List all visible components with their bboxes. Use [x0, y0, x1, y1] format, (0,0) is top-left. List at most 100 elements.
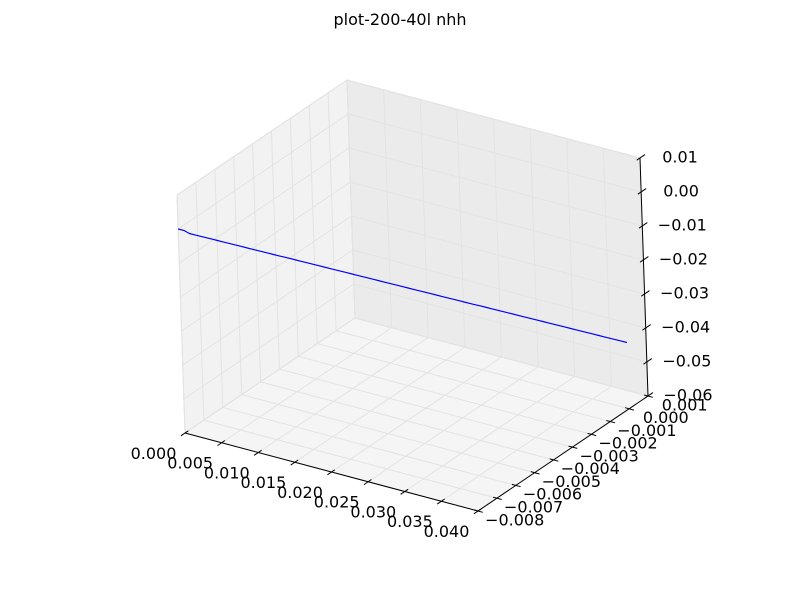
y-tick-label: −0.007: [504, 498, 563, 517]
tick-mark: [180, 430, 189, 437]
x-tick-label: 0.030: [350, 502, 396, 521]
grid-line-x-back: [566, 138, 576, 377]
tick-mark: [568, 445, 578, 449]
tick-mark: [363, 479, 372, 486]
tick-mark: [473, 509, 483, 513]
z-tick-label: −0.05: [662, 352, 711, 371]
tick-mark: [217, 440, 226, 447]
grid-line-x-floor: [257, 337, 429, 453]
tick-mark: [643, 358, 653, 365]
tick-mark: [587, 432, 597, 437]
grid-line-z-back: [349, 147, 643, 227]
grid-line-x-floor: [294, 346, 466, 463]
grid-line-x-floor: [404, 376, 576, 492]
y-tick-label: −0.006: [523, 485, 582, 504]
grid-line-z-back: [348, 113, 642, 193]
x-tick-label: 0.040: [424, 522, 470, 541]
tick-mark: [636, 154, 646, 161]
grid-line-z-left: [184, 317, 356, 434]
grid-line-x-back: [529, 128, 539, 367]
y-tick-label: −0.004: [561, 459, 620, 478]
grid-line-z-back: [346, 79, 641, 159]
y-tick-label: −0.002: [598, 434, 657, 453]
x-tick-label: 0.035: [387, 512, 433, 531]
tick-mark: [641, 290, 650, 297]
y-tick-label: −0.005: [542, 472, 601, 491]
grid-line-y-left: [176, 194, 186, 434]
grid-line-y-left: [195, 182, 205, 421]
z-tick-label: −0.02: [659, 250, 708, 269]
axes-ticks: 0.0000.0050.0100.0150.0200.0250.0300.035…: [131, 148, 713, 541]
grid-line-x-back: [602, 148, 612, 387]
x-tick-label: 0.020: [277, 483, 323, 502]
grid-line-y-left: [270, 131, 280, 370]
y-tick-label: 0.000: [643, 408, 689, 427]
grid-line-z-left: [181, 215, 352, 332]
y-tick-label: −0.003: [580, 446, 639, 465]
grid-line-y-left: [252, 143, 262, 382]
grid-line-y-left: [233, 156, 243, 395]
series-line: [177, 228, 628, 344]
grid-line-x-back: [419, 99, 429, 338]
x-tick-label: 0.015: [240, 473, 286, 492]
grid-line-y-left: [289, 118, 299, 357]
tick-mark: [511, 483, 521, 488]
y-axis-line: [477, 395, 649, 512]
x-tick-label: 0.005: [167, 454, 213, 473]
tick-mark: [625, 407, 635, 411]
tick-mark: [639, 256, 649, 263]
tick-mark: [436, 498, 445, 505]
z-tick-label: 0.01: [662, 148, 698, 167]
tick-mark: [606, 420, 616, 424]
grid-line-x-back: [383, 89, 393, 328]
z-axis-line: [639, 157, 649, 397]
grid-line-y-floor: [222, 406, 516, 486]
grid-line-y-floor: [203, 419, 498, 499]
grid-line-z-back: [353, 283, 647, 363]
z-tick-label: −0.06: [663, 386, 712, 405]
grid-line-y-left: [327, 92, 337, 331]
grid-line-z-left: [177, 113, 349, 230]
tick-mark: [638, 222, 648, 229]
x-tick-label: 0.000: [131, 444, 177, 463]
y-tick-label: 0.001: [662, 395, 708, 414]
grid-line-y-left: [346, 79, 356, 319]
z-tick-label: −0.04: [661, 318, 710, 337]
tick-mark: [253, 449, 262, 456]
tick-mark: [327, 469, 336, 476]
grid-line-x-floor: [441, 385, 612, 502]
grid-line-z-back: [350, 181, 644, 261]
tick-mark: [492, 496, 502, 500]
z-tick-label: 0.00: [663, 182, 699, 201]
grid-line-z-back: [354, 317, 649, 397]
tick-mark: [637, 188, 647, 195]
grid-line-y-floor: [298, 355, 592, 435]
z-tick-label: −0.03: [660, 284, 709, 303]
tick-mark: [549, 458, 559, 462]
axes-panes: [176, 79, 650, 512]
tick-mark: [530, 471, 540, 475]
grid-line-x-floor: [221, 327, 392, 444]
grid-line-x-floor: [331, 356, 502, 473]
grid-line-y-floor: [241, 394, 535, 474]
grid-line-z-back: [352, 249, 646, 329]
tick-mark: [644, 392, 654, 399]
x-tick-label: 0.025: [314, 493, 360, 512]
grid-line-y-floor: [317, 343, 611, 423]
grid-line-z-left: [176, 79, 348, 196]
series-group: [177, 228, 628, 344]
grid-line-z-back: [351, 215, 645, 295]
y-tick-label: −0.008: [485, 510, 544, 529]
grid-line-y-left: [308, 105, 318, 344]
chart-title: plot-200-40l nhh: [333, 10, 466, 29]
grid-line-y-floor: [260, 381, 554, 461]
grid-line-x-back: [456, 109, 466, 348]
grid-line-z-left: [180, 181, 351, 298]
y-tick-label: −0.001: [617, 421, 676, 440]
grid-line-y-floor: [279, 368, 573, 448]
grid-line-z-left: [179, 147, 350, 264]
z-tick-label: −0.01: [658, 216, 707, 235]
grid-line-y-left: [214, 169, 224, 408]
tick-mark: [400, 488, 409, 495]
